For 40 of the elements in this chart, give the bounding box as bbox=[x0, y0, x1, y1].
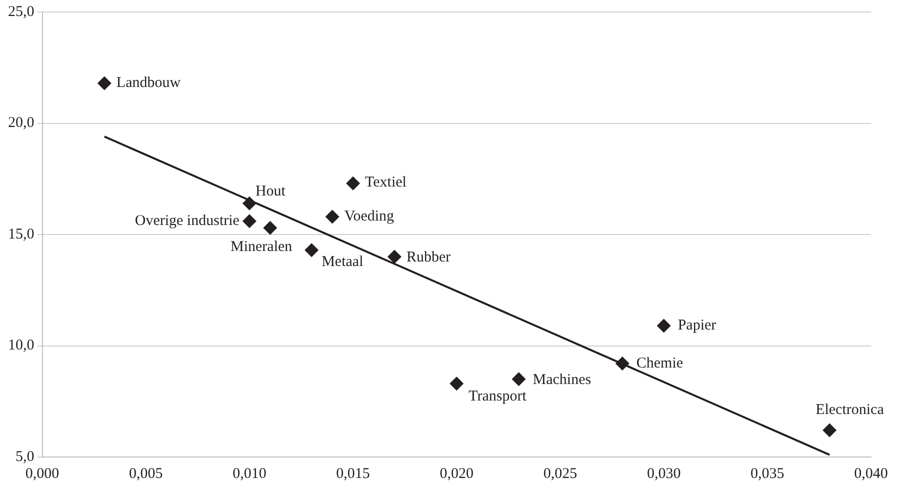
point bbox=[387, 250, 402, 264]
y-tick-label: 5,0 bbox=[16, 448, 34, 465]
point bbox=[346, 176, 360, 190]
point bbox=[263, 220, 278, 235]
annotation: Metaal bbox=[322, 254, 364, 270]
annotation: Hout bbox=[255, 183, 286, 200]
annotation: Transport bbox=[468, 388, 528, 405]
x-tick-label: 0,005 bbox=[128, 466, 163, 482]
annotation: Papier bbox=[678, 318, 716, 334]
point bbox=[325, 210, 340, 224]
annotation: Landbouw bbox=[116, 75, 181, 92]
annotation: Overige industrie bbox=[134, 213, 240, 230]
annotation: Voeding bbox=[344, 208, 395, 225]
x-tick-label: 0,010 bbox=[232, 466, 266, 482]
annotation: Rubber bbox=[406, 250, 451, 266]
point bbox=[615, 356, 630, 371]
x-tick-label: 0,040 bbox=[854, 466, 888, 482]
point bbox=[242, 196, 256, 210]
point bbox=[97, 76, 112, 90]
point bbox=[656, 318, 671, 333]
x-tick-label: 0,035 bbox=[750, 466, 784, 482]
annotation: Mineralen bbox=[230, 238, 293, 255]
point bbox=[512, 372, 526, 386]
point bbox=[450, 376, 464, 391]
annotation: Electronica bbox=[816, 402, 884, 418]
x-tick-label: 0,015 bbox=[336, 466, 370, 482]
y-tick-label: 25,0 bbox=[8, 4, 34, 20]
point bbox=[242, 214, 256, 228]
point bbox=[822, 423, 837, 438]
y-tick-label: 10,0 bbox=[8, 338, 34, 354]
point bbox=[304, 243, 319, 258]
y-tick-label: 20,0 bbox=[8, 115, 34, 132]
x-tick-label: 0,030 bbox=[646, 466, 681, 482]
x-tick-label: 0,025 bbox=[543, 466, 578, 482]
annotation: Textiel bbox=[365, 174, 406, 190]
annotation: Chemie bbox=[636, 355, 684, 372]
annotation: Machines bbox=[532, 372, 592, 388]
y-tick-label: 15,0 bbox=[8, 226, 34, 242]
x-tick-label: 0,000 bbox=[25, 466, 60, 482]
x-tick-label: 0,020 bbox=[440, 466, 474, 482]
